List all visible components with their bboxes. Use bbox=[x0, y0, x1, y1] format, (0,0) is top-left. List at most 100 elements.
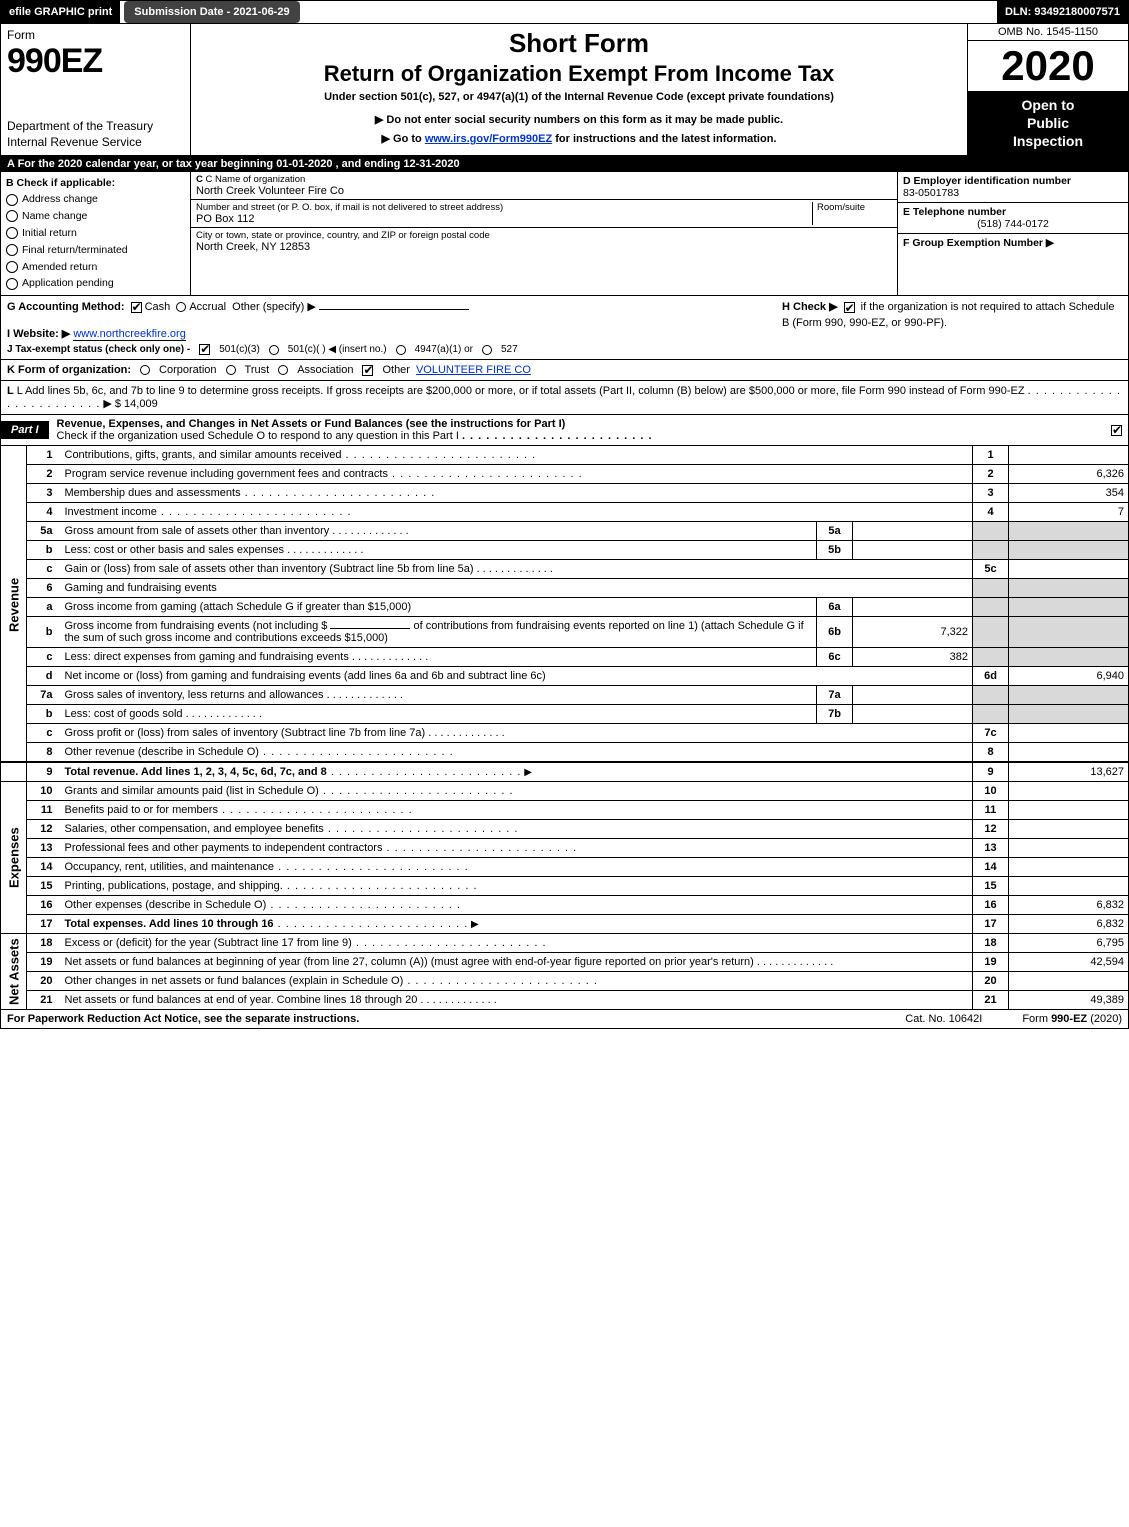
chk-address-change[interactable]: Address change bbox=[6, 191, 185, 208]
l17-rno: 17 bbox=[973, 915, 1009, 934]
l18-no: 18 bbox=[27, 934, 61, 953]
chk-other-org[interactable] bbox=[362, 365, 373, 376]
chk-association[interactable] bbox=[278, 365, 288, 375]
g-other-field[interactable] bbox=[319, 309, 469, 310]
topbar: efile GRAPHIC print Submission Date - 20… bbox=[0, 0, 1129, 24]
addr-label: Number and street (or P. O. box, if mail… bbox=[196, 202, 812, 213]
line-12: 12 Salaries, other compensation, and emp… bbox=[1, 820, 1129, 839]
part1-schedule-o-check[interactable] bbox=[1111, 425, 1122, 436]
part1-tab: Part I bbox=[1, 421, 49, 439]
l5c-rval bbox=[1009, 560, 1129, 579]
line-17: 17 Total expenses. Add lines 10 through … bbox=[1, 915, 1129, 934]
chk-amended-return[interactable]: Amended return bbox=[6, 259, 185, 276]
l6b-rno bbox=[973, 617, 1009, 648]
l3-desc: Membership dues and assessments bbox=[65, 487, 436, 499]
line-21: 21 Net assets or fund balances at end of… bbox=[1, 991, 1129, 1010]
efile-print: efile GRAPHIC print bbox=[1, 1, 120, 23]
l5a-desc: Gross amount from sale of assets other t… bbox=[65, 525, 409, 537]
row-k: K Form of organization: Corporation Trus… bbox=[1, 360, 1128, 381]
dln: DLN: 93492180007571 bbox=[997, 1, 1128, 23]
j-501c: 501(c)( ) ◀ (insert no.) bbox=[288, 344, 387, 355]
l9-rval: 13,627 bbox=[1009, 762, 1129, 782]
chk-501c3[interactable] bbox=[199, 344, 210, 355]
l4-desc: Investment income bbox=[65, 506, 352, 518]
line-5b: b Less: cost or other basis and sales ex… bbox=[1, 541, 1129, 560]
l6c-sub: 6c bbox=[817, 648, 853, 667]
chk-cash[interactable] bbox=[131, 302, 142, 313]
l19-desc: Net assets or fund balances at beginning… bbox=[65, 956, 834, 968]
e-label: E Telephone number bbox=[903, 206, 1123, 218]
irs-link[interactable]: www.irs.gov/Form990EZ bbox=[425, 133, 552, 145]
l17-no: 17 bbox=[27, 915, 61, 934]
chk-initial-return[interactable]: Initial return bbox=[6, 225, 185, 242]
chk-trust[interactable] bbox=[226, 365, 236, 375]
l6-desc: Gaming and fundraising events bbox=[61, 579, 973, 598]
department: Department of the Treasury Internal Reve… bbox=[7, 119, 184, 150]
j-527: 527 bbox=[501, 344, 518, 355]
l6c-desc: Less: direct expenses from gaming and fu… bbox=[65, 651, 429, 663]
chk-application-pending[interactable]: Application pending bbox=[6, 275, 185, 292]
chk-4947[interactable] bbox=[396, 345, 406, 355]
l16-rval: 6,832 bbox=[1009, 896, 1129, 915]
l13-rval bbox=[1009, 839, 1129, 858]
line-6a: a Gross income from gaming (attach Sched… bbox=[1, 598, 1129, 617]
chk-corporation[interactable] bbox=[140, 365, 150, 375]
line-13: 13 Professional fees and other payments … bbox=[1, 839, 1129, 858]
l12-no: 12 bbox=[27, 820, 61, 839]
chk-501c[interactable] bbox=[269, 345, 279, 355]
side-revenue: Revenue bbox=[1, 446, 27, 762]
line-16: 16 Other expenses (describe in Schedule … bbox=[1, 896, 1129, 915]
chk-final-return[interactable]: Final return/terminated bbox=[6, 242, 185, 259]
l16-desc: Other expenses (describe in Schedule O) bbox=[65, 899, 461, 911]
chk-name-change[interactable]: Name change bbox=[6, 208, 185, 225]
l5b-sv bbox=[853, 541, 973, 560]
l6a-desc: Gross income from gaming (attach Schedul… bbox=[61, 598, 817, 617]
l11-no: 11 bbox=[27, 801, 61, 820]
l5b-rno bbox=[973, 541, 1009, 560]
l1-rno: 1 bbox=[973, 446, 1009, 465]
l14-rno: 14 bbox=[973, 858, 1009, 877]
l6a-rno bbox=[973, 598, 1009, 617]
chk-accrual[interactable] bbox=[176, 302, 186, 312]
l15-desc: Printing, publications, postage, and shi… bbox=[65, 880, 478, 892]
l7a-no: 7a bbox=[27, 686, 61, 705]
l-value: $ 14,009 bbox=[115, 398, 158, 410]
l16-rno: 16 bbox=[973, 896, 1009, 915]
l18-rno: 18 bbox=[973, 934, 1009, 953]
l13-desc: Professional fees and other payments to … bbox=[65, 842, 578, 854]
section-c-org: C C Name of organization North Creek Vol… bbox=[191, 172, 898, 296]
line-2: 2 Program service revenue including gove… bbox=[1, 465, 1129, 484]
subtitle-ssn: ▶ Do not enter social security numbers o… bbox=[201, 113, 957, 126]
l1-rval bbox=[1009, 446, 1129, 465]
website-link[interactable]: www.northcreekfire.org bbox=[73, 328, 186, 341]
j-label: J Tax-exempt status (check only one) - bbox=[7, 344, 190, 355]
l15-rval bbox=[1009, 877, 1129, 896]
l13-no: 13 bbox=[27, 839, 61, 858]
l8-no: 8 bbox=[27, 743, 61, 763]
room-label: Room/suite bbox=[817, 202, 892, 213]
l4-no: 4 bbox=[27, 503, 61, 522]
line-6b: b Gross income from fundraising events (… bbox=[1, 617, 1129, 648]
line-14: 14 Occupancy, rent, utilities, and maint… bbox=[1, 858, 1129, 877]
l6b-sub: 6b bbox=[817, 617, 853, 648]
chk-schedule-b[interactable] bbox=[844, 302, 855, 313]
title-short-form: Short Form bbox=[201, 28, 957, 59]
open-public-inspection: Open to Public Inspection bbox=[968, 92, 1128, 155]
l5b-sub: 5b bbox=[817, 541, 853, 560]
chk-527[interactable] bbox=[482, 345, 492, 355]
lines-table: Revenue 1 Contributions, gifts, grants, … bbox=[0, 446, 1129, 1010]
org-addr-row: Number and street (or P. O. box, if mail… bbox=[191, 200, 897, 228]
l7a-desc: Gross sales of inventory, less returns a… bbox=[65, 689, 404, 701]
line-3: 3 Membership dues and assessments 3 354 bbox=[1, 484, 1129, 503]
tax-year-line: A For the 2020 calendar year, or tax yea… bbox=[0, 156, 1129, 172]
l6a-sub: 6a bbox=[817, 598, 853, 617]
k-other-value[interactable]: VOLUNTEER FIRE CO bbox=[416, 364, 531, 376]
l7b-sv bbox=[853, 705, 973, 724]
subtitle-goto: ▶ Go to www.irs.gov/Form990EZ for instru… bbox=[201, 132, 957, 145]
side-expenses: Expenses bbox=[1, 782, 27, 934]
l9-rno: 9 bbox=[973, 762, 1009, 782]
l21-no: 21 bbox=[27, 991, 61, 1010]
l7a-rno bbox=[973, 686, 1009, 705]
inspect-2: Public bbox=[968, 114, 1128, 132]
l19-rno: 19 bbox=[973, 953, 1009, 972]
